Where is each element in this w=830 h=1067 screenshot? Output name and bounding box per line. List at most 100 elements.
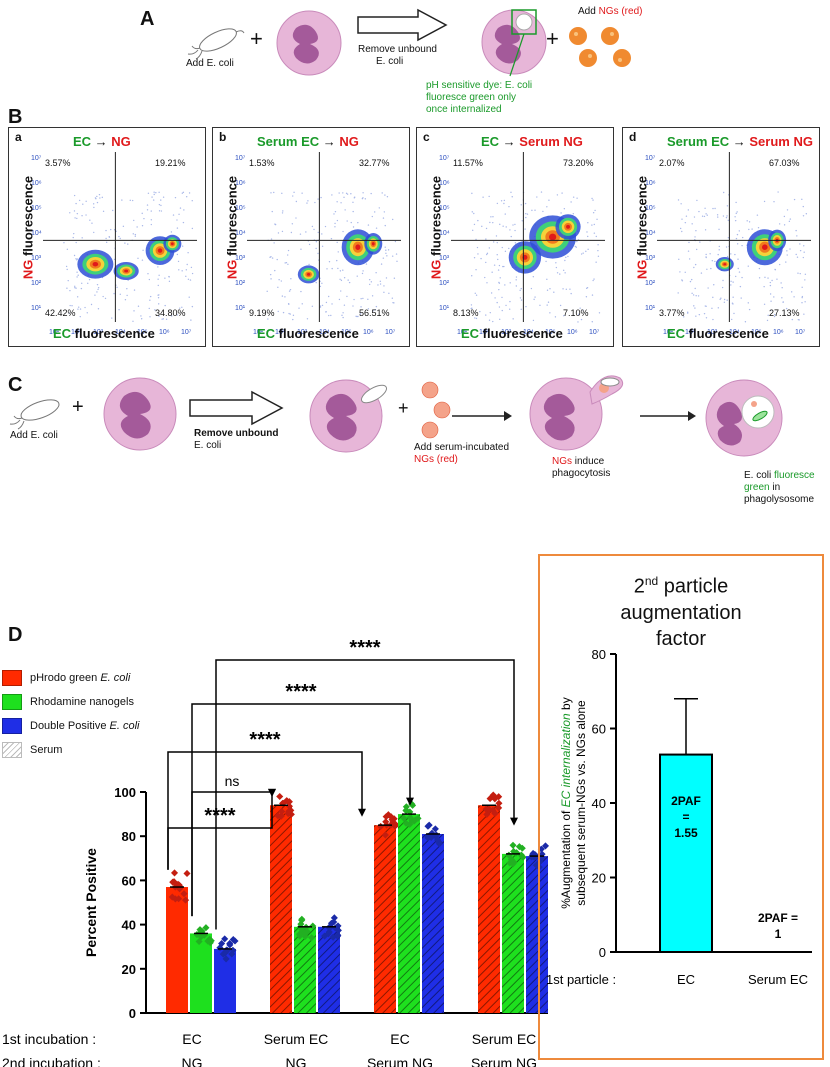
facs-dot <box>277 232 280 234</box>
data-point <box>334 922 342 930</box>
facs-dot <box>735 237 738 240</box>
facs-dot <box>293 191 295 194</box>
facs-dot <box>375 227 378 229</box>
add-prefix: Add <box>578 6 599 17</box>
bar-hatch <box>374 825 396 1013</box>
facs-sub-label: b <box>219 130 227 144</box>
facs-dot <box>747 302 749 304</box>
facs-dot <box>501 246 503 249</box>
facs-dot <box>763 303 766 305</box>
data-point <box>489 791 497 799</box>
plus-c2: + <box>398 398 409 418</box>
facs-dot <box>739 285 742 288</box>
ngs-induce-label: NGs induce phagocytosis <box>552 456 610 480</box>
remove-unbound-a: Remove unbound E. coli <box>358 44 437 68</box>
facs-dot <box>352 226 355 228</box>
facs-dot <box>384 194 386 196</box>
y-label-rest: fluorescence <box>224 175 240 260</box>
fluor-ecoli: E. coli <box>744 470 775 481</box>
arrow-a <box>357 8 448 42</box>
facs-dot <box>172 214 175 216</box>
facs-dot <box>737 258 739 260</box>
facs-dot <box>160 204 162 207</box>
facs-dot <box>801 302 803 304</box>
facs-dot <box>321 233 323 235</box>
facs-dot <box>714 260 716 263</box>
facs-y-tick: 10⁶ <box>31 180 42 187</box>
facs-dot <box>556 194 559 196</box>
facs-dot <box>74 287 76 289</box>
facs-dot <box>317 231 319 234</box>
legend-label-italic: E. coli <box>100 671 131 684</box>
facs-dot <box>727 237 730 239</box>
facs-dot <box>137 305 140 307</box>
bar-hatch <box>422 833 444 1013</box>
facs-dot <box>73 254 76 257</box>
facs-dot <box>336 241 338 244</box>
facs-dot <box>136 226 138 228</box>
facs-dot <box>519 289 521 292</box>
legend-label: pHrodo green <box>30 671 101 684</box>
legend-item: Double Positive E. coli <box>2 718 139 734</box>
data-point <box>334 931 342 939</box>
facs-dot <box>305 231 307 233</box>
facs-dot <box>191 305 194 308</box>
facs-dot <box>519 297 522 299</box>
arrow-icon: → <box>91 134 112 149</box>
quad-upper-left: 11.57% <box>453 158 483 168</box>
facs-dot <box>150 223 153 226</box>
facs-dot <box>127 243 129 245</box>
bar-hatch <box>294 926 316 1013</box>
facs-dot <box>393 277 396 279</box>
legend-swatch <box>2 670 22 686</box>
facs-density-peak <box>723 263 727 266</box>
facs-dot <box>477 253 479 255</box>
facs-dot <box>730 280 732 283</box>
facs-y-tick: 10³ <box>31 255 42 262</box>
facs-dot <box>786 250 788 252</box>
facs-x-label: EC fluorescence <box>257 326 359 341</box>
facs-dot <box>703 312 706 315</box>
facs-sub-label: a <box>15 130 22 144</box>
facs-dot <box>183 209 185 211</box>
facs-dot <box>72 236 74 239</box>
bar-hatch <box>478 805 500 1013</box>
facs-dot <box>710 267 712 270</box>
facs-dot <box>515 279 517 281</box>
facs-dot <box>343 277 346 279</box>
facs-dot <box>67 279 69 282</box>
facs-dot <box>118 235 120 238</box>
facs-dot <box>157 294 159 296</box>
facs-dot <box>595 261 597 263</box>
facs-dot <box>585 296 588 298</box>
facs-dot <box>490 292 493 294</box>
facs-dot <box>705 253 707 256</box>
facs-dot <box>509 282 511 284</box>
data-point <box>509 860 517 868</box>
facs-dot <box>491 271 493 273</box>
facs-dot <box>477 219 479 222</box>
x-label-rest: fluorescence <box>685 326 769 341</box>
facs-dot <box>582 252 584 254</box>
facs-dot <box>147 192 150 194</box>
data-point <box>424 822 432 830</box>
facs-dot <box>157 266 159 268</box>
dye-line2: fluoresce green only <box>426 92 517 103</box>
paf-bar-label: 1 <box>775 927 782 941</box>
facs-dot <box>311 225 314 228</box>
facs-dot <box>504 284 506 286</box>
legend-item: Rhodamine nanogels <box>2 694 134 710</box>
facs-dot <box>741 236 744 239</box>
facs-dot <box>176 314 179 316</box>
facs-dot <box>577 321 579 323</box>
facs-dot <box>476 246 479 249</box>
facs-dot <box>684 271 686 273</box>
facs-dot <box>132 233 134 235</box>
facs-dot <box>524 202 527 205</box>
facs-dot <box>789 218 792 220</box>
facs-dot <box>788 220 791 223</box>
facs-dot <box>141 212 143 215</box>
data-point <box>402 803 410 811</box>
facs-dot <box>65 265 68 268</box>
facs-dot <box>803 251 805 253</box>
